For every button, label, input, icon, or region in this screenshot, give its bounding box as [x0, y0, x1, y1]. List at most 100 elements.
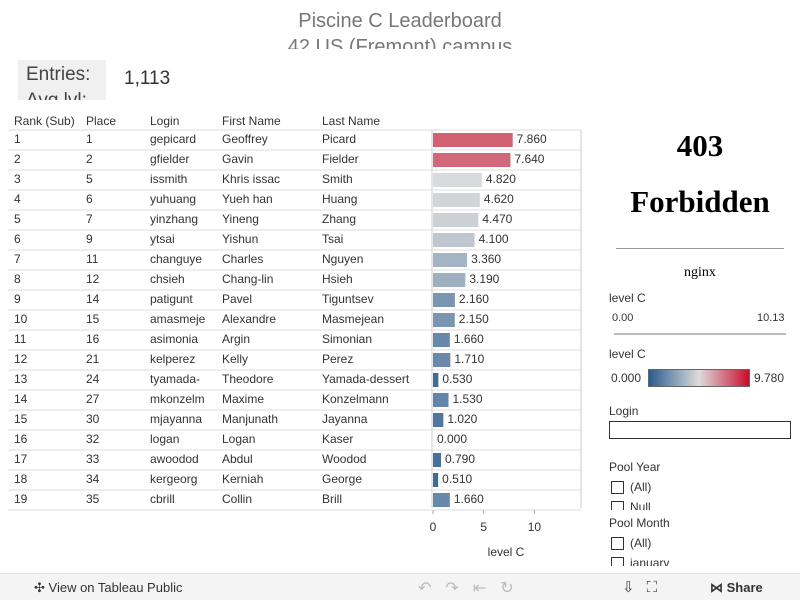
login-input[interactable]: [609, 421, 791, 439]
ramp-step: [733, 370, 735, 386]
cell: 4: [14, 192, 21, 206]
pool-year-title: Pool Year: [609, 460, 661, 474]
cell: 9: [14, 292, 21, 306]
cell: 6: [86, 192, 93, 206]
cell: Perez: [322, 352, 353, 366]
option-label: (All): [630, 536, 652, 550]
cell: Woodod: [322, 452, 366, 466]
ramp-step: [689, 370, 691, 386]
cell: 35: [86, 492, 100, 506]
cell: 30: [86, 412, 100, 426]
ramp-step: [712, 370, 714, 386]
share-button[interactable]: ⋈ Share: [710, 580, 763, 595]
cell: 24: [86, 372, 100, 386]
cell: 17: [14, 452, 28, 466]
level-bar: [433, 153, 511, 167]
cell: ytsai: [150, 232, 175, 246]
ramp-step: [656, 370, 658, 386]
cell: Manjunath: [222, 412, 278, 426]
ramp-step: [670, 370, 672, 386]
cell: 32: [86, 432, 100, 446]
ramp-step: [731, 370, 733, 386]
checkbox[interactable]: [611, 557, 624, 566]
cell: 15: [86, 312, 100, 326]
slider-title: level C: [609, 291, 646, 305]
cell: Huang: [322, 192, 357, 206]
level-bar: [433, 293, 455, 307]
share-label: Share: [726, 580, 763, 595]
legend-ramp: [648, 369, 750, 387]
server-name: nginx: [684, 265, 716, 280]
ramp-step: [743, 370, 745, 386]
column-header: First Name: [222, 114, 281, 128]
ramp-step: [697, 370, 699, 386]
ramp-step: [732, 370, 734, 386]
ramp-step: [735, 370, 737, 386]
ramp-step: [701, 370, 703, 386]
cell: Fielder: [322, 152, 359, 166]
cell: gepicard: [150, 132, 196, 146]
ramp-step: [713, 370, 715, 386]
cell: 16: [86, 332, 100, 346]
option[interactable]: Null: [611, 500, 651, 510]
cell: Logan: [222, 432, 255, 446]
ramp-step: [651, 370, 653, 386]
checkbox[interactable]: [611, 537, 624, 551]
ramp-border: [648, 369, 750, 387]
ramp-step: [666, 370, 668, 386]
level-label: 3.360: [471, 252, 501, 266]
cell: Kelly: [222, 352, 248, 366]
ramp-step: [696, 370, 698, 386]
ramp-step: [703, 370, 705, 386]
cell: 12: [14, 352, 28, 366]
cell: 19: [14, 492, 28, 506]
slider-track[interactable]: [614, 333, 786, 335]
cell: Picard: [322, 132, 356, 146]
option[interactable]: (All): [611, 536, 669, 556]
ramp-step: [661, 370, 663, 386]
cell: Alexandre: [222, 312, 276, 326]
ramp-step: [748, 370, 750, 386]
cell: Kerniah: [222, 472, 263, 486]
option[interactable]: january: [611, 556, 669, 566]
ramp-step: [715, 370, 717, 386]
ramp-step: [683, 370, 685, 386]
cell: Maxime: [222, 392, 264, 406]
ramp-step: [649, 370, 651, 386]
ramp-step: [665, 370, 667, 386]
ramp-step: [726, 370, 728, 386]
level-label: 2.160: [459, 292, 489, 306]
ramp-step: [652, 370, 654, 386]
ramp-step: [691, 370, 693, 386]
cell: Hsieh: [322, 272, 353, 286]
ramp-step: [655, 370, 657, 386]
option[interactable]: (All): [611, 480, 651, 500]
level-label: 4.470: [482, 212, 512, 226]
cell: kergeorg: [150, 472, 197, 486]
ramp-step: [737, 370, 739, 386]
ramp-step: [742, 370, 744, 386]
cell: patigunt: [150, 292, 193, 306]
checkbox[interactable]: [611, 481, 624, 495]
level-label: 7.860: [517, 132, 547, 146]
ramp-step: [747, 370, 749, 386]
ramp-step: [734, 370, 736, 386]
cell: 3: [14, 172, 21, 186]
cell: 27: [86, 392, 100, 406]
cell: Nguyen: [322, 252, 363, 266]
checkbox[interactable]: [611, 501, 624, 510]
cell: awoodod: [150, 452, 199, 466]
view-on-public[interactable]: ✣ View on Tableau Public: [34, 580, 183, 595]
ramp-step: [669, 370, 671, 386]
ramp-step: [698, 370, 700, 386]
ramp-step: [700, 370, 702, 386]
ramp-step: [658, 370, 660, 386]
history-buttons[interactable]: ↶↷⇤↻: [418, 580, 528, 597]
ramp-step: [711, 370, 713, 386]
tool-buttons[interactable]: ⇩⛶: [622, 579, 670, 596]
level-label: 1.660: [454, 492, 484, 506]
level-label: 1.530: [453, 392, 483, 406]
level-bar: [433, 273, 466, 287]
ramp-step: [741, 370, 743, 386]
cell: changuye: [150, 252, 202, 266]
